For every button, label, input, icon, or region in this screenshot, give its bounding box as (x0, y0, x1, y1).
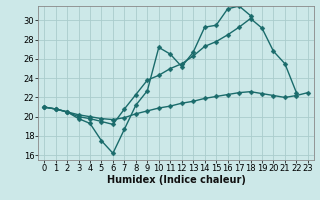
X-axis label: Humidex (Indice chaleur): Humidex (Indice chaleur) (107, 175, 245, 185)
